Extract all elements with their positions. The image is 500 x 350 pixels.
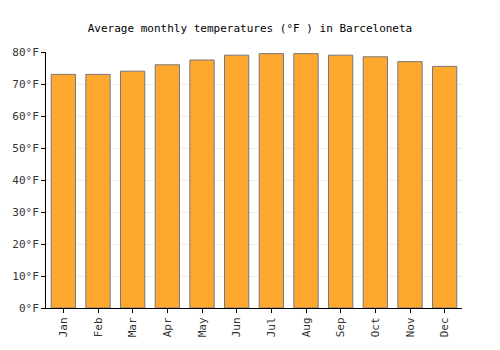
svg-text:30°F: 30°F [12,206,39,219]
svg-text:Jul: Jul [265,317,278,337]
svg-text:Aug: Aug [300,317,313,337]
svg-text:80°F: 80°F [12,46,39,59]
svg-text:Feb: Feb [92,317,105,337]
svg-text:40°F: 40°F [12,174,39,187]
svg-text:Sep: Sep [334,317,347,337]
svg-text:May: May [196,317,209,337]
svg-text:Dec: Dec [438,317,451,337]
svg-text:20°F: 20°F [12,238,39,251]
svg-text:Average monthly temperatures (: Average monthly temperatures (°F ) in Ba… [88,22,413,35]
svg-text:50°F: 50°F [12,142,39,155]
svg-text:Nov: Nov [404,317,417,337]
svg-text:Oct: Oct [369,317,382,337]
svg-text:Jun: Jun [230,317,243,337]
svg-text:0°F: 0°F [19,302,39,315]
svg-text:Apr: Apr [161,317,174,337]
svg-text:10°F: 10°F [12,270,39,283]
svg-text:Mar: Mar [126,317,139,337]
svg-text:70°F: 70°F [12,78,39,91]
svg-text:Jan: Jan [57,317,70,337]
svg-text:60°F: 60°F [12,110,39,123]
